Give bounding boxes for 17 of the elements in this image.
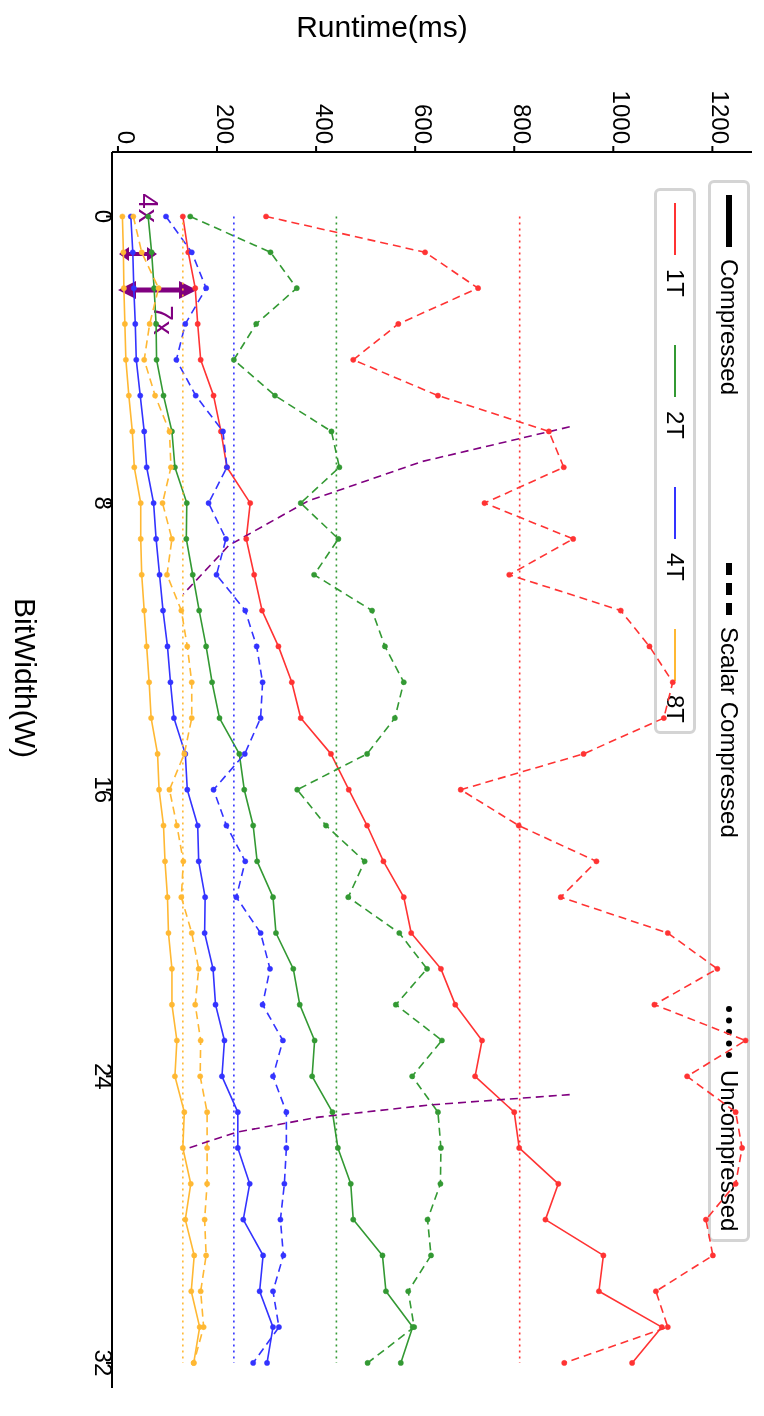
x-tick-label: 200 — [212, 103, 240, 144]
legend-label: 8T — [661, 695, 689, 724]
x-tick-label: 400 — [311, 103, 339, 144]
annotation: Scalar Compressed — [715, 626, 743, 838]
x-tick-label: 1200 — [707, 90, 735, 144]
x-tick-label: 800 — [509, 103, 537, 144]
legend-label: 2T — [661, 411, 689, 440]
annotation: Uncompressed — [715, 1069, 743, 1231]
y-axis-title: BitWidth(W) — [8, 598, 42, 758]
legend-label: 1T — [661, 269, 689, 298]
y-tick-label: 16 — [90, 776, 118, 804]
x-tick-label: 1000 — [608, 90, 636, 144]
annotation: Compressed — [715, 259, 743, 396]
x-tick-label: 0 — [112, 130, 140, 144]
legend-label: 4T — [661, 553, 689, 582]
x-tick-label: 600 — [410, 103, 438, 144]
x-axis-title: Runtime(ms) — [295, 10, 469, 44]
